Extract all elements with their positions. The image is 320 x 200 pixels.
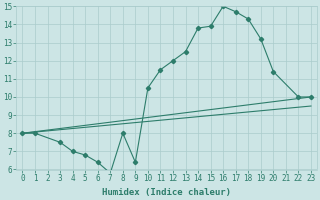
X-axis label: Humidex (Indice chaleur): Humidex (Indice chaleur) (102, 188, 231, 197)
